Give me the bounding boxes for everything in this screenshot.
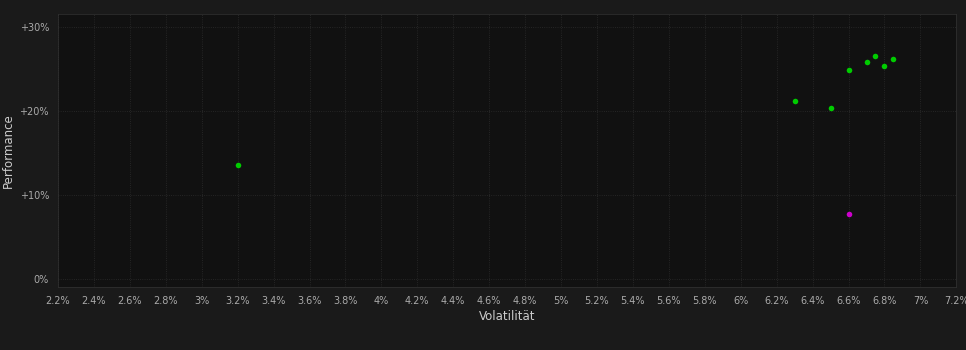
Y-axis label: Performance: Performance bbox=[2, 113, 15, 188]
X-axis label: Volatilität: Volatilität bbox=[479, 310, 535, 323]
